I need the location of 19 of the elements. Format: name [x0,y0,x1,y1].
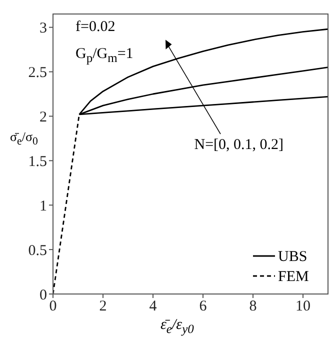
x-axis-title: ε̄$_{e}$/ε$_{y0}$ [160,317,194,337]
annotation: f=0.02 [76,19,116,36]
x-tick-label: 4 [149,298,158,315]
y-tick-label: 1.5 [28,154,47,170]
x-tick-label: 10 [296,298,310,315]
x-tick-label: 8 [249,298,257,315]
legend-label: UBS [278,249,308,265]
y-tick-label: 2.5 [28,65,47,82]
y-tick-label: 3 [40,20,47,37]
y-tick-label: 0.5 [28,242,47,259]
y-axis-title: σ̄$_{e}$/σ$_{0}$ [10,129,38,148]
y-tick-label: 0 [40,287,47,304]
legend-label: FEM [278,269,309,285]
y-tick-label: 1 [40,198,47,214]
y-tick-label: 2 [40,110,47,126]
annotation: G$_{p}$/G$_{m}$=1 [76,46,134,66]
x-tick-label: 2 [99,298,107,315]
x-tick-label: 6 [199,298,208,315]
annotation: N=[0, 0.1, 0.2] [194,137,284,154]
